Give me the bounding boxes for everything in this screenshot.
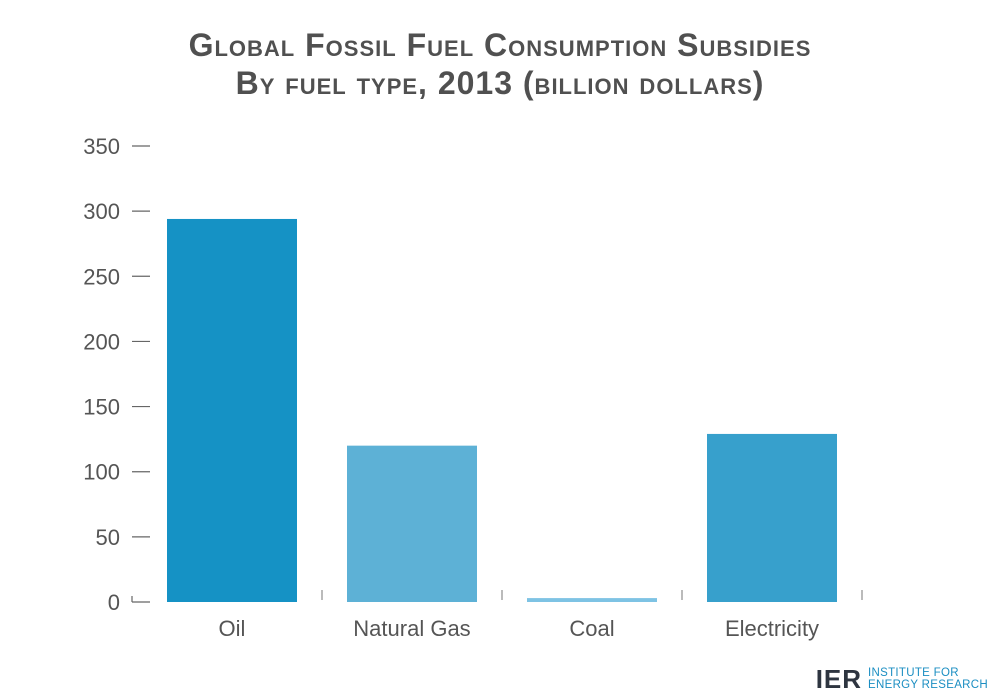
y-tick-label: 200 — [83, 329, 120, 354]
logo-line-2: ENERGY RESEARCH — [868, 679, 988, 691]
y-tick-label: 300 — [83, 199, 120, 224]
bar-natural-gas — [347, 445, 477, 602]
y-tick-label: 350 — [83, 134, 120, 159]
ier-logo: IER INSTITUTE FOR ENERGY RESEARCH — [816, 666, 988, 692]
y-tick-label: 100 — [83, 460, 120, 485]
bar-electricity — [707, 433, 837, 602]
chart-title-block: Global Fossil Fuel Consumption Subsidies… — [0, 26, 1000, 102]
chart-subtitle: By fuel type, 2013 (billion dollars) — [235, 65, 765, 101]
logo-line-1: INSTITUTE FOR — [868, 667, 959, 679]
y-tick-label: 250 — [83, 264, 120, 289]
chart-title: Global Fossil Fuel Consumption Subsidies — [188, 27, 812, 63]
logo-text: INSTITUTE FOR ENERGY RESEARCH — [868, 667, 988, 691]
x-category-label: Natural Gas — [353, 616, 470, 641]
y-tick-label: 50 — [96, 525, 120, 550]
bar-coal — [527, 598, 657, 602]
y-tick-label: 150 — [83, 395, 120, 420]
bar-oil — [167, 218, 297, 602]
logo-mark: IER — [815, 664, 863, 694]
x-category-label: Electricity — [725, 616, 819, 641]
x-category-label: Oil — [219, 616, 246, 641]
y-tick-label: 0 — [108, 590, 120, 615]
x-category-label: Coal — [569, 616, 614, 641]
